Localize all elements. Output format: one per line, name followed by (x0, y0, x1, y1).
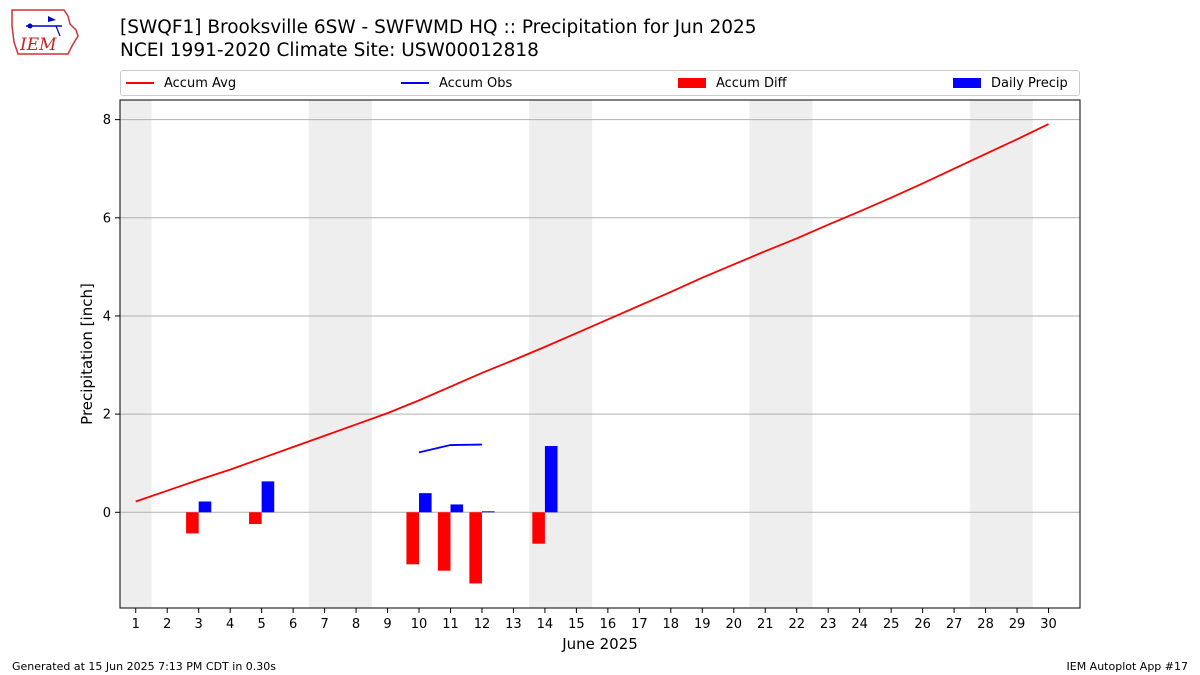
plot-frame (119, 99, 1081, 609)
weekend-band-3 (749, 100, 813, 608)
legend-label-accum-obs: Accum Obs (439, 75, 513, 91)
lines (135, 123, 1049, 503)
xtick-label-26: 26 (914, 617, 931, 632)
chart-title: [SWQF1] Brooksville 6SW - SWFWMD HQ :: P… (120, 17, 757, 38)
line-accum-obs (418, 443, 482, 454)
xtick-label-19: 19 (694, 617, 711, 632)
legend-swatch-daily-precip (953, 78, 981, 88)
xtick-label-11: 11 (442, 617, 459, 632)
xtick-label-10: 10 (411, 617, 428, 632)
xtick-label-17: 17 (631, 617, 648, 632)
ytick-label-6: 6 (103, 211, 111, 226)
xtick-label-15: 15 (568, 617, 585, 632)
xtick-label-13: 13 (505, 617, 522, 632)
bar-accum-diff-day-10 (406, 512, 420, 565)
bar-accum-diff-day-14 (532, 512, 545, 544)
xtick-label-22: 22 (788, 617, 805, 632)
xtick-label-1: 1 (132, 617, 140, 632)
legend-item-accum-diff: Accum Diff (678, 71, 787, 95)
y-axis-ticks: 0 2 4 6 8 (103, 113, 120, 521)
legend-label-daily-precip: Daily Precip (991, 75, 1068, 91)
xtick-label-5: 5 (257, 617, 265, 632)
xtick-label-16: 16 (600, 617, 617, 632)
weekend-band-0 (120, 100, 152, 608)
iem-logo: IEM (11, 9, 79, 55)
legend-label-accum-avg: Accum Avg (164, 75, 237, 91)
ytick-label-4: 4 (103, 309, 111, 324)
logo-text: IEM (19, 35, 57, 55)
xtick-label-6: 6 (289, 617, 297, 632)
xtick-label-27: 27 (946, 617, 963, 632)
xtick-label-18: 18 (663, 617, 680, 632)
xtick-label-20: 20 (725, 617, 742, 632)
ytick-label-0: 0 (103, 506, 111, 521)
bar-daily-precip-day-10 (419, 493, 432, 513)
legend-swatch-accum-obs (401, 82, 429, 84)
bar-daily-precip-day-3 (198, 501, 212, 513)
xtick-label-12: 12 (474, 617, 491, 632)
y-axis-label: Precipitation [inch] (78, 283, 96, 425)
line-accum-avg (135, 123, 1049, 503)
bar-accum-diff-day-5 (249, 512, 262, 525)
legend-item-accum-obs: Accum Obs (401, 71, 512, 95)
chart-subtitle: NCEI 1991-2020 Climate Site: USW00012818 (120, 40, 539, 61)
bar-accum-diff-day-3 (186, 512, 199, 534)
x-axis-ticks: 1 2 3 4 5 6 7 8 9 10 11 12 13 14 15 16 17 18 19 20 21 22 23 24 2… (132, 608, 1057, 632)
bar-daily-precip-day-11 (450, 504, 464, 513)
ytick-label-8: 8 (103, 113, 111, 128)
legend-item-daily-precip: Daily Precip (953, 71, 1068, 95)
xtick-label-23: 23 (820, 617, 837, 632)
xtick-label-30: 30 (1040, 617, 1057, 632)
xtick-label-8: 8 (352, 617, 360, 632)
xtick-label-24: 24 (851, 617, 868, 632)
bar-accum-diff-day-12 (469, 512, 482, 584)
bar-daily-precip-day-12 (481, 511, 495, 513)
xtick-label-7: 7 (320, 617, 328, 632)
footer-generated: Generated at 15 Jun 2025 7:13 PM CDT in … (12, 660, 277, 673)
legend-swatch-accum-diff (678, 78, 706, 88)
xtick-label-21: 21 (757, 617, 774, 632)
legend-swatch-accum-avg (126, 82, 154, 84)
footer-app: IEM Autoplot App #17 (1066, 660, 1189, 673)
xtick-label-2: 2 (163, 617, 171, 632)
weekend-band-1 (308, 100, 372, 608)
bars (186, 446, 558, 584)
xtick-label-4: 4 (226, 617, 234, 632)
bar-daily-precip-day-5 (261, 481, 275, 513)
xtick-label-3: 3 (195, 617, 203, 632)
xtick-label-14: 14 (537, 617, 554, 632)
legend-item-accum-avg: Accum Avg (126, 71, 236, 95)
bar-daily-precip-day-14 (544, 446, 558, 513)
weekend-band-4 (969, 100, 1033, 608)
xtick-label-25: 25 (883, 617, 900, 632)
xtick-label-29: 29 (1009, 617, 1026, 632)
x-axis-label: June 2025 (561, 635, 638, 653)
xtick-label-28: 28 (977, 617, 994, 632)
legend-label-accum-diff: Accum Diff (716, 75, 787, 91)
ytick-label-2: 2 (103, 408, 111, 423)
weekend-shading (120, 100, 1033, 608)
y-gridlines (120, 119, 1080, 513)
bar-accum-diff-day-11 (437, 512, 451, 571)
xtick-label-9: 9 (383, 617, 391, 632)
legend: Accum Avg Accum Obs Accum Diff Daily Pre… (120, 70, 1080, 96)
